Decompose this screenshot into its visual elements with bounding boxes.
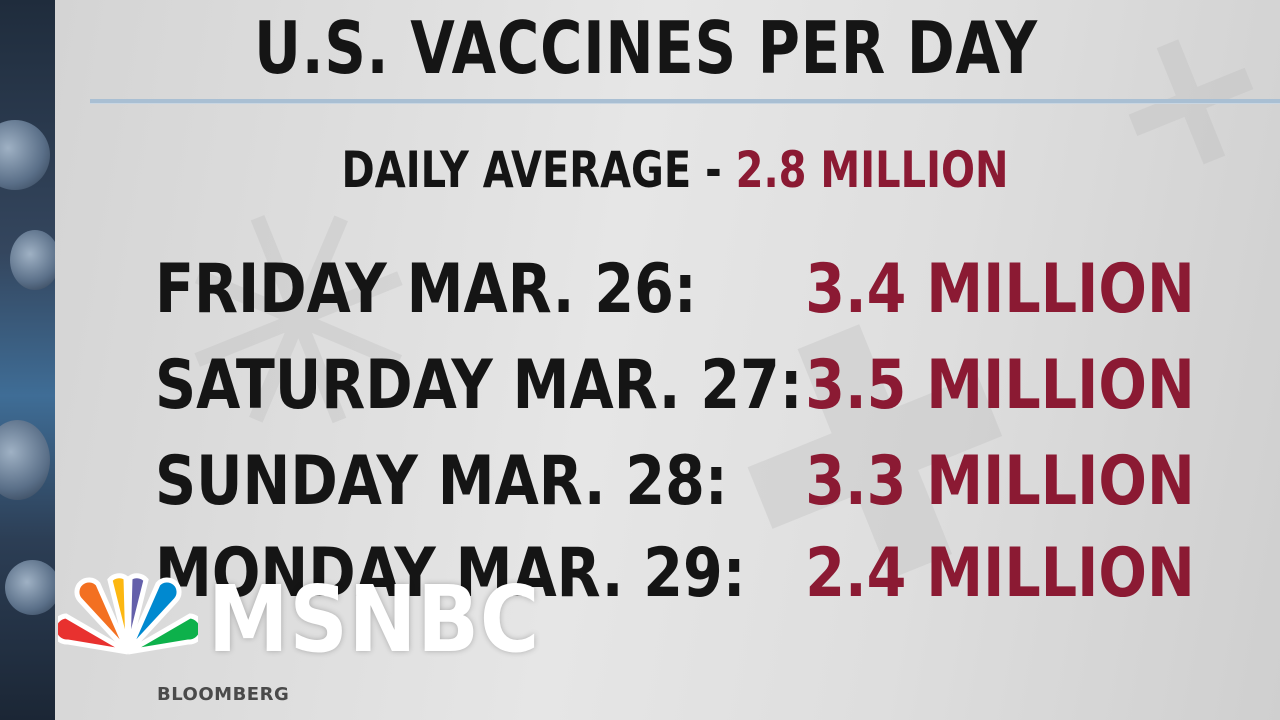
daily-average-value: 2.8 MILLION (735, 141, 1009, 199)
background-image-strip (0, 0, 55, 720)
msnbc-logo: MSNBC (58, 566, 648, 673)
source-credit: BLOOMBERG (157, 684, 290, 705)
day-label: FRIDAY MAR. 26: (155, 250, 697, 329)
headline-title: U.S. VACCINES PER DAY (254, 6, 1038, 90)
day-row-friday: FRIDAY MAR. 26: 3.4 MILLION (155, 250, 1195, 340)
daily-average-label: DAILY AVERAGE - (341, 141, 736, 199)
day-label: SUNDAY MAR. 28: (155, 442, 728, 521)
nbc-peacock-icon (58, 573, 198, 655)
title-divider (90, 99, 1280, 104)
day-row-monday: MONDAY MAR. 29: 2.4 MILLION (155, 534, 1195, 624)
day-amount: 3.5 MILLION (805, 346, 1195, 425)
day-row-sunday: SUNDAY MAR. 28: 3.3 MILLION (155, 442, 1195, 532)
day-label: MONDAY MAR. 29: (155, 534, 746, 613)
day-amount: 3.3 MILLION (805, 442, 1195, 521)
day-amount: 2.4 MILLION (805, 534, 1195, 613)
graphic-board: ✳ ✚ + (55, 0, 1280, 720)
day-amount: 3.4 MILLION (805, 250, 1195, 329)
daily-average-line: DAILY AVERAGE - 2.8 MILLION (135, 141, 1215, 199)
day-label: SATURDAY MAR. 27: (155, 346, 803, 425)
day-row-saturday: SATURDAY MAR. 27: 3.5 MILLION (155, 346, 1195, 436)
msnbc-wordmark: MSNBC (208, 566, 541, 673)
